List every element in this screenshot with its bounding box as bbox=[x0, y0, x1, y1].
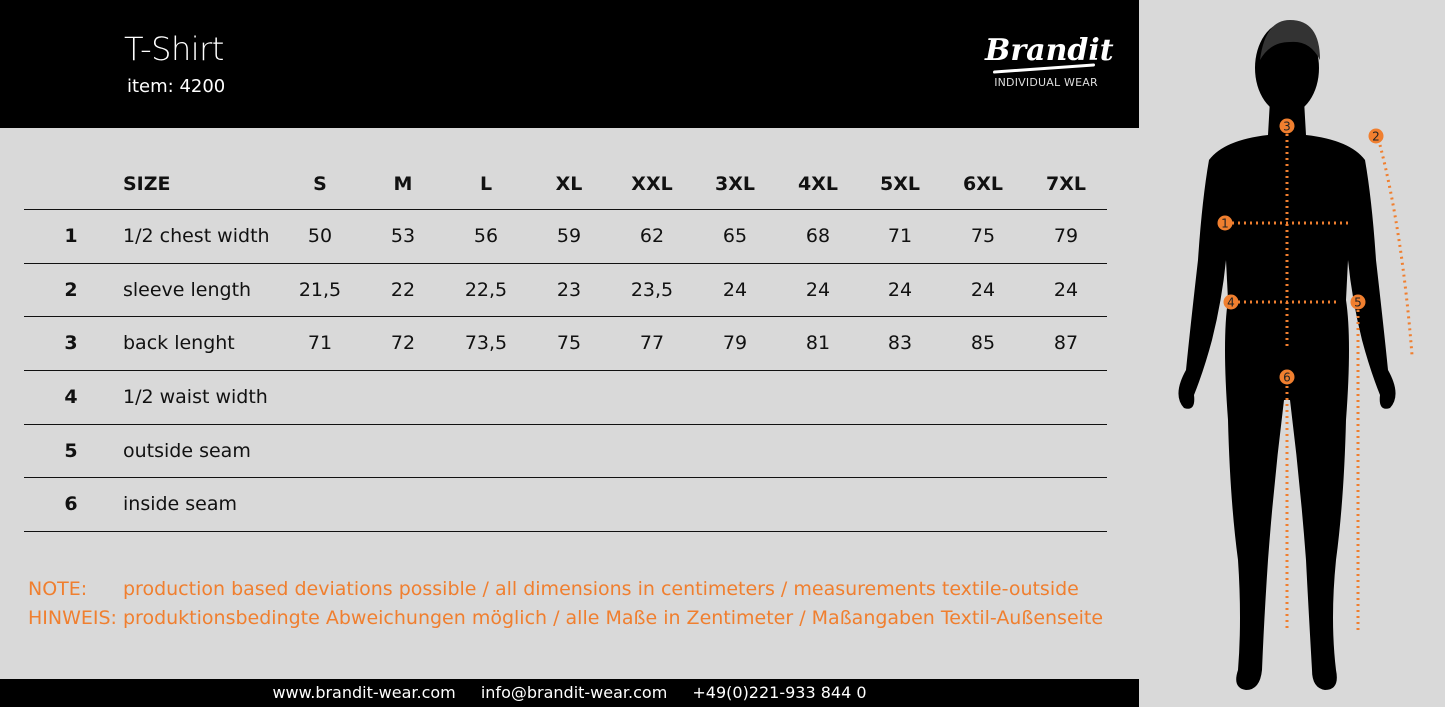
table-cell: 50 bbox=[307, 225, 333, 247]
table-cell: 83 bbox=[887, 332, 913, 355]
table-cell: 53 bbox=[390, 225, 416, 247]
table-cell: 65 bbox=[722, 225, 748, 247]
table-cell: 24 bbox=[887, 278, 913, 301]
measure-lines bbox=[1232, 134, 1414, 630]
row-number: 3 bbox=[64, 332, 78, 355]
marker-label: 5 bbox=[1354, 296, 1362, 310]
row-number: 4 bbox=[64, 386, 78, 409]
size-header: SIZE bbox=[123, 173, 171, 195]
table-cell: 22 bbox=[390, 278, 416, 301]
size-header-m: M bbox=[393, 173, 413, 195]
size-header-4xl: 4XL bbox=[798, 173, 838, 195]
table-cell: 24 bbox=[805, 278, 831, 301]
table-cell: 75 bbox=[556, 332, 582, 355]
logo-script: Brandit bbox=[985, 33, 1114, 68]
table-cell: 23 bbox=[556, 278, 582, 301]
size-header-xxl: XXL bbox=[631, 173, 673, 195]
marker-4: 4 bbox=[1223, 294, 1239, 310]
size-header-l: L bbox=[479, 173, 493, 195]
table-cell: 22,5 bbox=[464, 278, 508, 301]
table-header-row: SIZE S M L XL XXL 3XL 4XL 5XL 6XL 7XL bbox=[24, 160, 1107, 210]
table-cell: 62 bbox=[639, 225, 665, 247]
table-row: 1 1/2 chest width 50 53 56 59 62 65 68 71 75 79 bbox=[24, 210, 1107, 264]
marker-label: 4 bbox=[1227, 296, 1235, 310]
row-number: 1 bbox=[64, 225, 78, 247]
marker-5: 5 bbox=[1350, 294, 1366, 310]
table-cell: 71 bbox=[307, 332, 333, 355]
size-header-7xl: 7XL bbox=[1046, 173, 1086, 195]
size-header-xl: XL bbox=[555, 173, 583, 195]
table-cell: 59 bbox=[556, 225, 582, 247]
table-cell: 79 bbox=[1053, 225, 1079, 247]
size-header-5xl: 5XL bbox=[880, 173, 920, 195]
footer-email[interactable]: info@brandit-wear.com bbox=[480, 683, 668, 702]
table-row: 3 back lenght 71 72 73,5 75 77 79 81 83 85 87 bbox=[24, 317, 1107, 372]
row-label: 1/2 waist width bbox=[123, 386, 268, 409]
table-cell: 73,5 bbox=[464, 332, 508, 355]
note-key: NOTE: bbox=[28, 578, 88, 600]
table-cell: 81 bbox=[805, 332, 831, 355]
table-cell: 87 bbox=[1053, 332, 1079, 355]
size-header-3xl: 3XL bbox=[715, 173, 755, 195]
item-number: item: 4200 bbox=[127, 76, 226, 97]
size-table: SIZE S M L XL XXL 3XL 4XL 5XL 6XL 7XL 1 1/2 chest … bbox=[24, 160, 1107, 533]
table-cell: 75 bbox=[970, 225, 996, 247]
logo-subtitle: INDIVIDUAL WEAR bbox=[994, 76, 1098, 89]
marker-label: 1 bbox=[1221, 217, 1229, 231]
row-number: 5 bbox=[64, 439, 78, 462]
body-measurement-figure: 1 2 3 4 5 6 bbox=[1178, 20, 1414, 690]
table-cell: 24 bbox=[970, 278, 996, 301]
footer-website[interactable]: www.brandit-wear.com bbox=[272, 683, 456, 702]
table-cell: 77 bbox=[639, 332, 665, 355]
row-label: outside seam bbox=[123, 439, 251, 462]
note-de: HINWEIS: produktionsbedingte Abweichungen… bbox=[28, 607, 1103, 629]
table-cell: 68 bbox=[805, 225, 831, 247]
footer-bar: www.brandit-wear.com info@brandit-wear.c… bbox=[0, 679, 1139, 707]
marker-2: 2 bbox=[1368, 128, 1384, 144]
table-cell: 24 bbox=[1053, 278, 1079, 301]
footer-phone: +49(0)221-933 844 0 bbox=[692, 683, 867, 702]
table-cell: 21,5 bbox=[298, 278, 342, 301]
table-cell: 24 bbox=[722, 278, 748, 301]
note-key: HINWEIS: bbox=[28, 607, 117, 629]
hair bbox=[1260, 20, 1320, 60]
table-row: 6 inside seam bbox=[24, 478, 1107, 533]
table-row: 5 outside seam bbox=[24, 425, 1107, 479]
row-label: back lenght bbox=[123, 332, 235, 355]
marker-label: 3 bbox=[1283, 120, 1291, 134]
note-text: production based deviations possible / a… bbox=[123, 578, 1079, 600]
table-cell: 56 bbox=[473, 225, 499, 247]
marker-6: 6 bbox=[1279, 369, 1295, 385]
row-number: 6 bbox=[64, 493, 78, 516]
size-header-6xl: 6XL bbox=[963, 173, 1003, 195]
row-number: 2 bbox=[64, 278, 78, 301]
marker-label: 2 bbox=[1372, 130, 1380, 144]
table-cell: 79 bbox=[722, 332, 748, 355]
header-bar: T-Shirt item: 4200 Brandit INDIVIDUAL WE… bbox=[0, 0, 1139, 128]
table-cell: 85 bbox=[970, 332, 996, 355]
size-header-s: S bbox=[313, 173, 327, 195]
marker-label: 6 bbox=[1283, 371, 1291, 385]
product-title: T-Shirt bbox=[124, 30, 224, 68]
note-en: NOTE: production based deviations possibl… bbox=[28, 578, 1079, 600]
row-label: inside seam bbox=[123, 493, 238, 516]
marker-1: 1 bbox=[1217, 215, 1233, 231]
measure-markers: 1 2 3 4 5 6 bbox=[1217, 118, 1384, 385]
table-cell: 23,5 bbox=[630, 278, 674, 301]
row-label: 1/2 chest width bbox=[123, 225, 270, 247]
table-cell: 72 bbox=[390, 332, 416, 355]
brand-logo: Brandit INDIVIDUAL WEAR bbox=[985, 33, 1114, 90]
row-label: sleeve length bbox=[123, 278, 252, 301]
table-row: 2 sleeve length 21,5 22 22,5 23 23,5 24 24 24 24 24 bbox=[24, 264, 1107, 318]
marker-3: 3 bbox=[1279, 118, 1295, 134]
table-cell: 71 bbox=[887, 225, 913, 247]
note-text: produktionsbedingte Abweichungen möglich… bbox=[123, 607, 1104, 629]
table-row: 4 1/2 waist width bbox=[24, 371, 1107, 425]
